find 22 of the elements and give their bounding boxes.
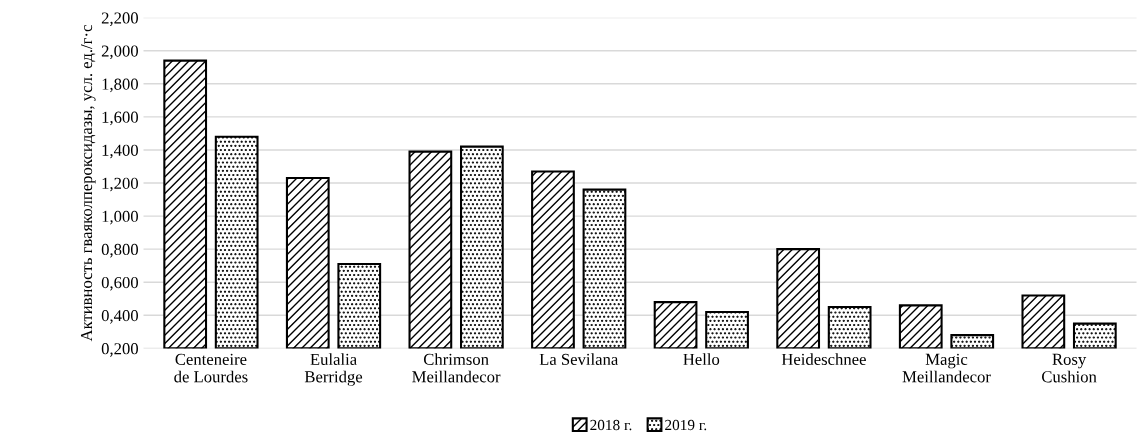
x-tick-label: Rosy Cushion <box>1041 353 1097 383</box>
y-tick-label: 2,200 <box>101 12 138 26</box>
x-tick-label: Chrimson Meillandecor <box>412 353 501 383</box>
x-tick-label: Magic Meillandecor <box>902 353 991 383</box>
y-tick-label: 0,800 <box>101 243 138 258</box>
y-tick-label: 2,000 <box>101 45 138 60</box>
legend-label: 2018 г. <box>590 419 632 431</box>
y-tick-label: 1,600 <box>102 111 138 126</box>
x-tick-label: Heideschnee <box>781 353 866 365</box>
y-tick-label: 0,200 <box>101 343 138 357</box>
x-tick-label: La Sevilana <box>539 353 619 365</box>
y-axis-title: Активность гваяколпероксидазы, усл. ед./г·с <box>80 25 96 342</box>
y-tick-label: 1,400 <box>102 144 138 159</box>
y-tick-label: 0,400 <box>101 310 138 324</box>
legend-label: 2019 г. <box>665 419 707 431</box>
y-tick-label: 1,000 <box>102 210 138 225</box>
y-tick-label: 1,200 <box>102 177 138 192</box>
x-tick-label: Eulalia Berridge <box>304 353 363 386</box>
x-tick-label: Centeneire de Lourdes <box>174 353 248 383</box>
y-tick-label: 0,600 <box>101 276 138 291</box>
x-tick-label: Hello <box>683 353 720 365</box>
y-tick-label: 1,800 <box>102 78 138 93</box>
